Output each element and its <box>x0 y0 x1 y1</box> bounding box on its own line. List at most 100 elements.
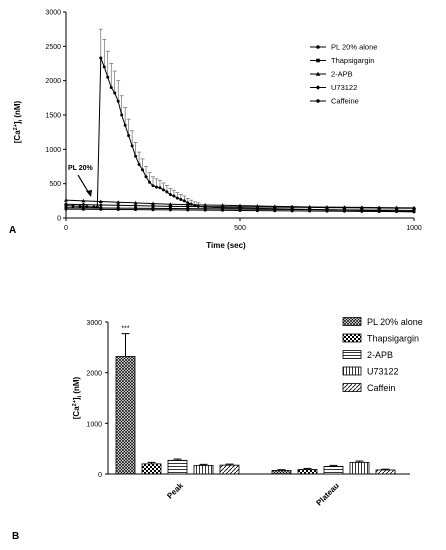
legend-label: 2-APB <box>367 350 393 360</box>
bar <box>167 459 188 475</box>
data-point <box>98 199 103 204</box>
legend-swatch <box>342 350 362 359</box>
data-point <box>98 202 103 207</box>
data-point <box>102 65 106 69</box>
data-point <box>290 204 295 209</box>
legend-label: Caffeine <box>331 97 359 106</box>
legend-label: Thapsigargin <box>367 334 419 344</box>
series-line <box>65 57 415 212</box>
data-point <box>255 203 260 208</box>
data-point <box>64 198 68 202</box>
y-tick-label: 1500 <box>45 113 61 120</box>
panel-b-bar-chart: 0 1000 2000 3000 Peak Plateau PL 20% alone Th… <box>12 317 423 542</box>
data-point <box>395 209 399 213</box>
data-point <box>144 175 148 179</box>
data-point <box>120 113 124 117</box>
y-tick-label: 3000 <box>86 320 102 327</box>
data-point <box>412 205 416 210</box>
bar <box>115 356 136 475</box>
y-tick-label: 1000 <box>86 421 102 428</box>
data-point <box>221 206 225 210</box>
bar <box>323 465 344 475</box>
bar <box>297 469 318 475</box>
data-point <box>133 200 138 205</box>
legend-marker <box>315 85 321 90</box>
data-point <box>78 204 82 208</box>
data-point <box>81 198 86 203</box>
data-point <box>165 190 169 194</box>
data-point <box>377 205 382 210</box>
data-point <box>359 205 364 209</box>
data-point <box>220 203 225 207</box>
x-tick-label: 500 <box>234 225 246 232</box>
panel-a-legend: PL 20% alone Thapsigargin 2-APB U73122 Caffe… <box>310 43 377 106</box>
data-point <box>186 201 190 205</box>
data-point <box>161 188 165 192</box>
data-point <box>137 162 141 166</box>
data-point <box>109 86 113 90</box>
data-point <box>151 201 155 206</box>
data-point <box>154 185 158 189</box>
data-point <box>141 168 145 172</box>
bar <box>219 464 240 475</box>
data-point <box>133 203 138 208</box>
legend-label: 2-APB <box>331 70 353 79</box>
data-point <box>99 206 103 210</box>
data-point <box>325 205 329 209</box>
y-tick-label: 0 <box>57 216 61 223</box>
panel-b-bars <box>115 333 396 475</box>
data-point <box>189 202 193 206</box>
x-tick-label: 0 <box>64 225 68 232</box>
data-point <box>64 206 68 210</box>
series-2-apb <box>64 198 416 210</box>
y-tick-label: 2000 <box>86 371 102 378</box>
legend-label: U73122 <box>367 367 399 377</box>
data-point <box>203 202 208 207</box>
panel-b-legend: PL 20% alone Thapsigargin 2-APB U73122 Caffe… <box>342 317 423 393</box>
data-point <box>196 204 200 208</box>
category-label: Peak <box>165 481 185 501</box>
data-point <box>412 209 416 213</box>
data-point <box>342 205 347 209</box>
data-point <box>238 203 242 208</box>
data-point <box>168 207 172 211</box>
bar <box>271 470 292 475</box>
legend-label: Thapsigargin <box>331 56 374 65</box>
data-point <box>151 184 155 188</box>
data-point <box>116 206 120 210</box>
data-point <box>81 206 85 210</box>
panel-a-y-axis-title: [Ca2+]i (nM) <box>13 100 24 143</box>
legend-label: PL 20% alone <box>331 43 377 52</box>
panel-b-y-ticks: 0 1000 2000 3000 <box>86 320 108 479</box>
legend-label: Caffein <box>367 383 395 393</box>
data-point <box>377 209 381 213</box>
y-tick-label: 500 <box>49 181 61 188</box>
data-point <box>95 205 99 209</box>
data-point <box>272 204 277 208</box>
data-point <box>342 208 346 212</box>
bar <box>375 469 396 475</box>
data-point <box>92 205 96 209</box>
panel-a-line-chart: 0 500 1000 1500 2000 2500 3000 0 500 1000 PL 20%… <box>9 10 422 251</box>
data-point <box>193 204 197 208</box>
legend-marker <box>316 58 320 63</box>
data-point <box>64 204 68 208</box>
panel-a-series <box>64 28 416 214</box>
legend-marker <box>315 71 321 76</box>
y-tick-label: 1000 <box>45 147 61 154</box>
legend-marker <box>316 99 320 103</box>
data-point <box>85 205 89 209</box>
panel-b-category-labels: Peak Plateau <box>165 481 341 508</box>
panel-a-x-axis-title: Time (sec) <box>206 241 246 250</box>
legend-label: PL 20% alone <box>367 317 423 327</box>
data-point <box>203 205 207 209</box>
data-point <box>134 154 138 158</box>
pl20-annotation-label: PL 20% <box>68 165 94 172</box>
data-point <box>360 208 364 212</box>
y-tick-label: 2000 <box>45 78 61 85</box>
panel-a-x-ticks: 0 500 1000 <box>64 218 422 232</box>
category-label: Plateau <box>314 481 341 508</box>
pl20-annotation: PL 20% <box>68 165 94 197</box>
panel-b-y-axis-title: [Ca2+]i (nM) <box>72 376 83 419</box>
